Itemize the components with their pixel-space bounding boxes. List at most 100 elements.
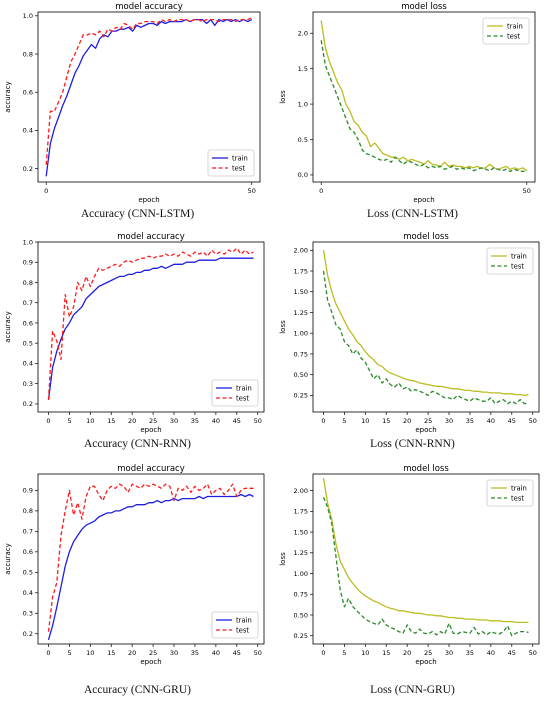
y-tick-label: 0.9 [23,259,33,267]
chart-gru-loss: model loss 0 5 10 15 20 25 30 35 40 45 50 0.25 0.50 0.… [275,462,550,667]
chart-title: model accuracy [117,464,185,474]
legend-label-test: test [507,32,520,40]
y-tick-label: 0.2 [23,630,33,638]
series-line-test [322,270,529,405]
chart-svg: model accuracy 0 5 10 15 20 25 30 35 40 45 50 0.2 0.3… [4,464,265,666]
x-tick-label: 50 [529,417,537,425]
y-tick-label: 0.75 [294,591,308,599]
y-tick-label: 0.2 [23,400,33,408]
legend-box [482,17,530,45]
caption-gru-accuracy: Accuracy (CNN-GRU) [84,684,191,696]
x-tick-label: 50 [523,187,531,195]
chart-svg: model loss 0 5 10 15 20 25 30 35 40 45 50 0.25 0.50 0.… [279,232,540,434]
series-line-train [322,477,529,624]
y-tick-label: 0.8 [23,50,33,58]
x-tick-label: 40 [212,417,220,425]
y-tick-label: 1.50 [294,528,308,536]
y-tick-label: 1.0 [23,238,33,246]
x-tick-label: 15 [382,649,390,657]
y-tick-label: 1.5 [298,65,308,73]
x-tick-label: 15 [107,417,115,425]
y-tick-label: 1.00 [294,330,308,338]
legend-label-train: train [236,384,252,392]
x-tick-label: 45 [233,649,241,657]
y-tick-label: 0.9 [23,487,33,495]
legend-label-train: train [511,484,527,492]
legend-box [211,379,259,407]
caption-gru-loss: Loss (CNN-GRU) [370,684,455,696]
x-tick-label: 15 [382,417,390,425]
series-line-test [47,483,254,632]
x-tick-label: 5 [342,649,346,657]
x-tick-label: 40 [487,649,495,657]
chart-rnn-accuracy: model accuracy 0 5 10 15 20 25 30 35 40 45 50 0.2 0.3… [0,230,275,435]
series-line-train [47,257,254,400]
y-tick-label: 2.00 [294,487,308,495]
x-tick-label: 20 [128,649,136,657]
x-axis-label: epoch [140,426,161,434]
chart-title: model loss [401,2,447,12]
chart-lstm-accuracy: model accuracy 0 50 0.2 0.4 0.6 0.8 1.0 epoch acc… [0,0,275,204]
y-tick-label: 1.75 [294,267,308,275]
legend-label-train: train [236,616,252,624]
x-tick-label: 30 [445,417,453,425]
x-tick-label: 30 [170,417,178,425]
x-tick-label: 0 [321,649,325,657]
y-tick-label: 2.00 [294,247,308,255]
y-tick-label: 0.7 [23,299,33,307]
y-axis-label: accuracy [4,311,12,343]
caption-lstm-loss: Loss (CNN-LSTM) [366,208,459,220]
x-tick-label: 20 [403,417,411,425]
y-tick-label: 0.2 [23,165,33,173]
series-line-test [322,496,529,637]
y-tick-label: 0.3 [23,380,33,388]
y-tick-label: 0.25 [294,392,308,400]
y-tick-label: 0.50 [294,611,308,619]
legend-box [211,611,259,639]
x-tick-label: 5 [67,417,71,425]
legend-label-train: train [507,22,523,30]
x-tick-label: 40 [487,417,495,425]
chart-svg: model loss 0 5 10 15 20 25 30 35 40 45 50 0.25 0.50 0.… [279,464,540,666]
x-axis-label: epoch [138,196,159,204]
chart-svg: model loss 0 50 0.0 0.5 1.0 1.5 2.0 epoch loss tra… [279,2,536,204]
x-axis-label: epoch [140,658,161,666]
plot-frame [312,11,536,183]
x-tick-label: 10 [361,417,369,425]
x-tick-label: 50 [254,649,262,657]
chart-title: model accuracy [115,2,183,12]
x-tick-label: 40 [212,649,220,657]
x-tick-label: 10 [361,649,369,657]
y-tick-label: 1.25 [294,549,308,557]
x-tick-label: 35 [191,649,199,657]
caption-lstm-accuracy: Accuracy (CNN-LSTM) [80,208,195,220]
legend-box [207,149,255,177]
y-tick-label: 0.4 [23,360,33,368]
x-tick-label: 15 [107,649,115,657]
y-axis-label: accuracy [4,81,12,113]
series-line-test [320,40,527,173]
y-tick-label: 1.00 [294,570,308,578]
y-tick-label: 0.8 [23,279,33,287]
plot-frame [312,241,540,413]
caption-rnn-accuracy: Accuracy (CNN-RNN) [84,438,191,450]
x-tick-label: 50 [529,649,537,657]
x-tick-label: 0 [44,187,48,195]
chart-svg: model accuracy 0 50 0.2 0.4 0.6 0.8 1.0 epoch acc… [4,2,261,204]
y-tick-label: 0.4 [23,589,33,597]
y-tick-label: 2.0 [298,30,308,38]
series-line-train [47,493,254,641]
x-tick-label: 35 [466,417,474,425]
x-tick-label: 30 [445,649,453,657]
x-tick-label: 50 [248,187,256,195]
chart-gru-accuracy: model accuracy 0 5 10 15 20 25 30 35 40 45 50 0.2 0.3… [0,462,275,667]
y-tick-label: 0.5 [23,569,33,577]
y-tick-label: 0.6 [23,548,33,556]
legend-label-train: train [511,252,527,260]
y-axis-label: loss [279,552,287,566]
y-tick-label: 0.50 [294,371,308,379]
chart-title: model accuracy [117,232,185,242]
y-tick-label: 1.0 [298,100,308,108]
series-line-train [322,250,529,397]
chart-title: model loss [403,464,449,474]
